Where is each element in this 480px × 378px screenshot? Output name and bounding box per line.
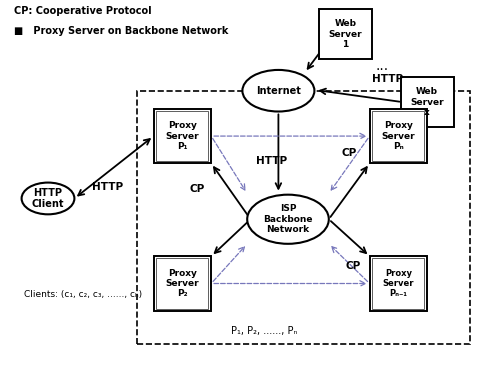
Ellipse shape [242, 70, 314, 112]
Bar [156, 259, 208, 308]
Text: ISP
Backbone
Network: ISP Backbone Network [263, 204, 313, 234]
Text: P₁, P₂, ......, Pₙ: P₁, P₂, ......, Pₙ [231, 326, 297, 336]
Text: Proxy
Server
Pₙ: Proxy Server Pₙ [382, 121, 415, 151]
Text: Internet: Internet [256, 86, 301, 96]
Bar [319, 9, 372, 59]
Bar [156, 111, 208, 161]
Bar [154, 256, 211, 311]
Text: CP: CP [189, 184, 204, 194]
Text: Web
Server
x: Web Server x [410, 87, 444, 117]
Text: Web
Server
1: Web Server 1 [329, 19, 362, 49]
Text: HTTP: HTTP [256, 156, 287, 166]
Bar [372, 259, 424, 308]
Ellipse shape [22, 183, 74, 214]
Text: Proxy
Server
Pₙ₋₁: Proxy Server Pₙ₋₁ [383, 269, 414, 298]
Text: Proxy
Server
P₂: Proxy Server P₂ [166, 269, 199, 298]
Text: ■   Proxy Server on Backbone Network: ■ Proxy Server on Backbone Network [14, 26, 229, 36]
Text: Proxy
Server
P₁: Proxy Server P₁ [166, 121, 199, 151]
Text: CP: Cooperative Protocol: CP: Cooperative Protocol [14, 6, 152, 15]
Text: HTTP
Client: HTTP Client [32, 187, 64, 209]
Text: Clients: (c₁, c₂, c₃, ......, cₕ): Clients: (c₁, c₂, c₃, ......, cₕ) [24, 290, 142, 299]
Ellipse shape [247, 195, 329, 244]
Text: HTTP: HTTP [93, 182, 123, 192]
Text: ...: ... [375, 59, 388, 73]
Bar [372, 111, 424, 161]
Text: HTTP: HTTP [372, 74, 403, 84]
Text: CP: CP [342, 148, 357, 158]
Bar [154, 108, 211, 163]
Bar [370, 108, 427, 163]
Bar [137, 91, 470, 344]
Bar [370, 256, 427, 311]
Bar [401, 77, 454, 127]
Text: CP: CP [345, 262, 360, 271]
